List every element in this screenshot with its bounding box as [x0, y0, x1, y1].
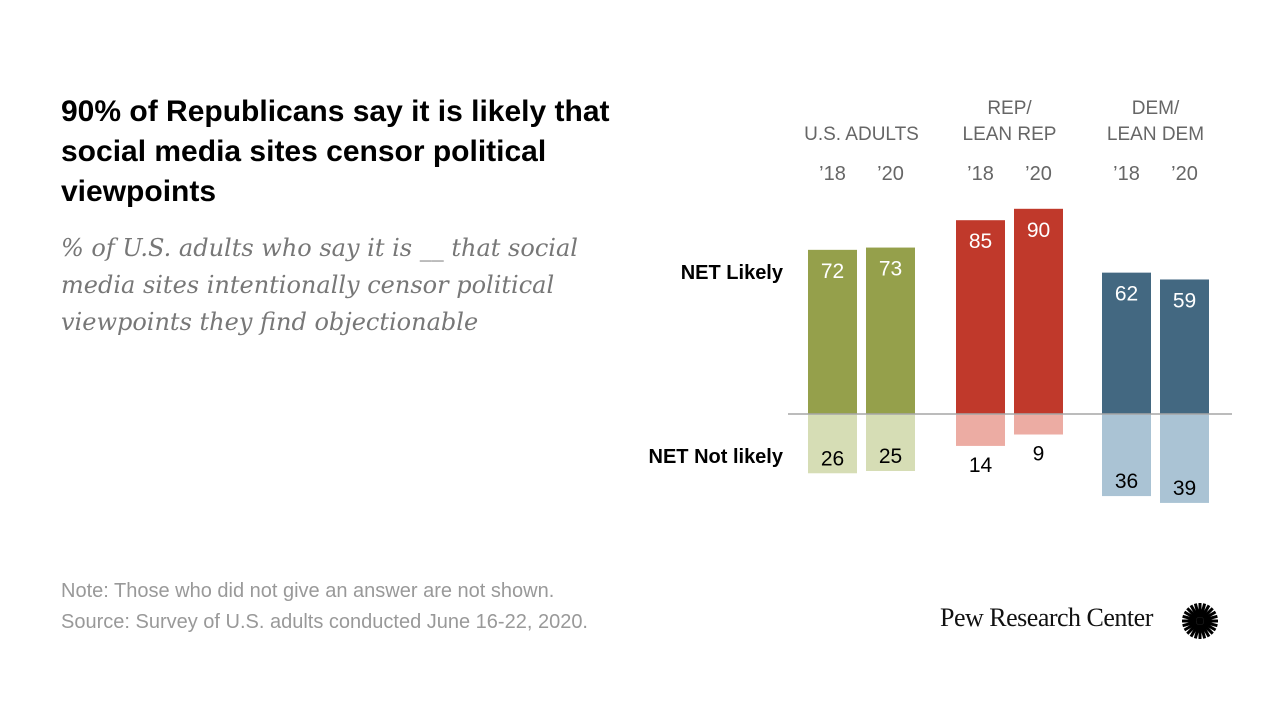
sun-ray — [1202, 610, 1217, 621]
sun-ray — [1203, 614, 1218, 622]
label-likely: 62 — [1115, 283, 1138, 306]
pew-sunburst-icon — [1182, 603, 1218, 639]
bar-likely — [808, 249, 857, 414]
group-label: LEAN REP — [963, 124, 1057, 145]
group-label: DEM/ — [1132, 98, 1180, 119]
row-label-likely: NET Likely — [681, 262, 784, 284]
sun-ray — [1199, 624, 1207, 639]
label-not-likely: 9 — [1033, 443, 1045, 466]
sun-ray — [1183, 621, 1198, 632]
label-likely: 90 — [1027, 219, 1050, 242]
sun-ray — [1201, 607, 1214, 620]
pew-logo: Pew Research Center — [940, 603, 1153, 632]
group-label: U.S. ADULTS — [804, 124, 919, 145]
label-not-likely: 14 — [969, 454, 993, 477]
year-label: ’18 — [1113, 163, 1140, 185]
bar-not-likely — [1102, 414, 1151, 497]
chart-subtitle: % of U.S. adults who say it is __ that s… — [61, 234, 578, 336]
sun-ray — [1183, 610, 1198, 621]
sun-ray — [1193, 603, 1201, 618]
row-label-not-likely: NET Not likely — [649, 446, 784, 468]
sun-ray — [1199, 603, 1207, 618]
group-label: REP/ — [987, 98, 1032, 119]
sun-ray — [1189, 604, 1200, 619]
chart-title: 90% of Republicans say it is likely that… — [61, 95, 610, 208]
sun-ray — [1193, 624, 1201, 639]
source: Source: Survey of U.S. adults conducted … — [61, 611, 588, 633]
bar-likely — [1102, 272, 1151, 414]
year-label: ’20 — [1171, 163, 1198, 185]
bar-likely — [956, 220, 1005, 414]
label-not-likely: 25 — [879, 445, 902, 468]
sun-ray — [1202, 621, 1217, 632]
group-label: LEAN DEM — [1107, 124, 1204, 145]
bar-not-likely — [808, 414, 857, 474]
year-label: ’18 — [967, 163, 994, 185]
bar-likely — [1014, 208, 1063, 414]
label-not-likely: 26 — [821, 447, 844, 470]
bar-likely — [1160, 279, 1209, 414]
label-likely: 72 — [821, 260, 844, 283]
sun-center — [1196, 617, 1204, 625]
label-likely: 59 — [1173, 289, 1196, 312]
bar-not-likely — [1014, 414, 1063, 435]
year-label: ’18 — [819, 163, 846, 185]
sun-ray — [1203, 620, 1218, 628]
label-not-likely: 39 — [1173, 477, 1196, 500]
label-likely: 73 — [879, 258, 902, 281]
sun-ray — [1186, 622, 1199, 635]
sun-ray — [1186, 607, 1199, 620]
year-label: ’20 — [877, 163, 904, 185]
sun-ray — [1182, 614, 1197, 622]
bar-not-likely — [866, 414, 915, 471]
bar-likely — [866, 247, 915, 414]
sun-ray — [1189, 623, 1200, 638]
sun-ray — [1201, 622, 1214, 635]
bar-not-likely — [1160, 414, 1209, 503]
sun-ray — [1182, 620, 1197, 628]
year-label: ’20 — [1025, 163, 1052, 185]
label-not-likely: 36 — [1115, 470, 1138, 493]
note: Note: Those who did not give an answer a… — [61, 580, 555, 602]
bar-not-likely — [956, 414, 1005, 446]
label-likely: 85 — [969, 230, 992, 253]
sun-ray — [1200, 604, 1211, 619]
sun-ray — [1200, 623, 1211, 638]
